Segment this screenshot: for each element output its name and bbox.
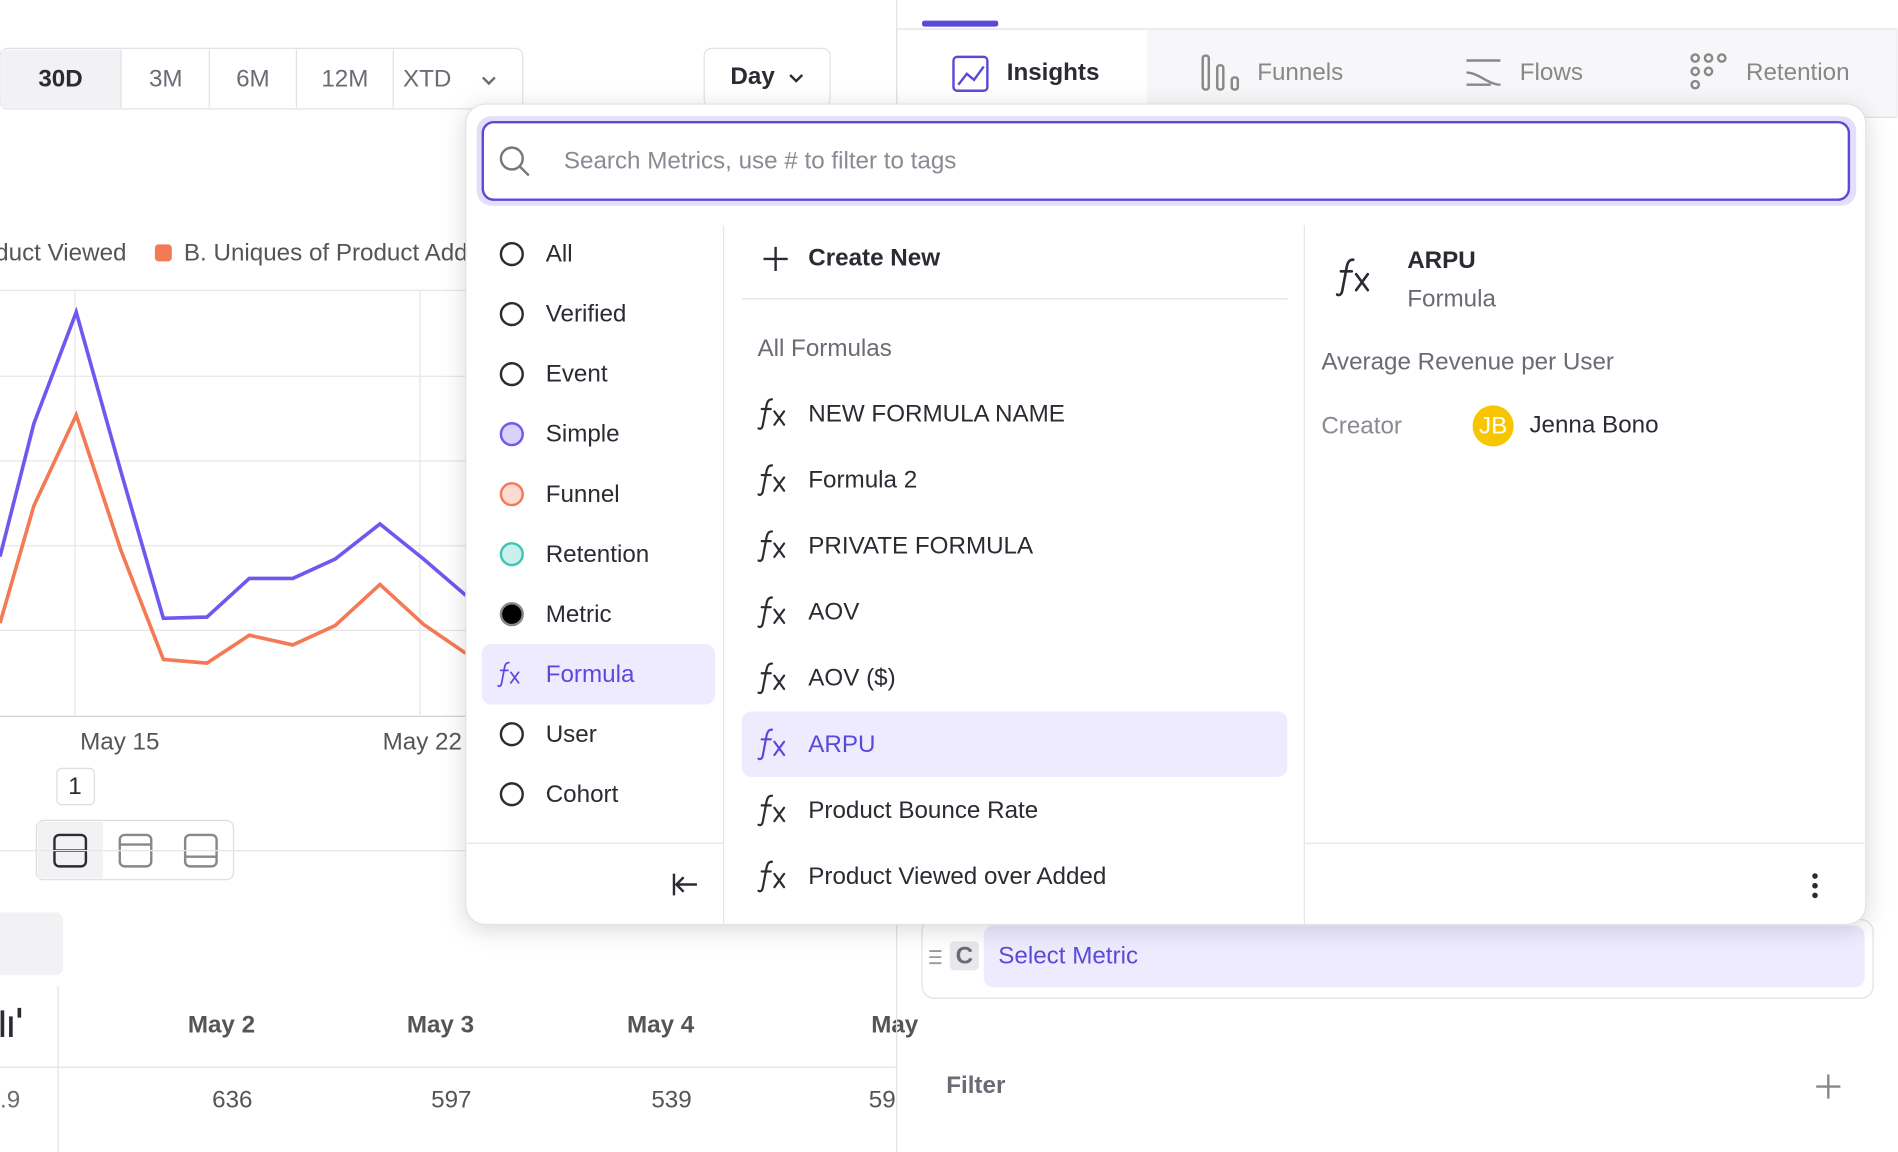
- category[interactable]: Metric: [546, 601, 612, 628]
- add-filter[interactable]: [1816, 1074, 1841, 1099]
- page-box[interactable]: [56, 767, 95, 806]
- granularity[interactable]: Day: [730, 63, 775, 90]
- search-box[interactable]: [481, 121, 1851, 201]
- range-option[interactable]: 3M: [149, 65, 183, 92]
- table-header: May: [871, 1011, 919, 1038]
- legend-item: B. Uniques of Product Add: [184, 239, 468, 266]
- category-selected: [481, 643, 716, 705]
- detail-type: Formula: [1407, 285, 1496, 312]
- metric-picker: Search Metrics, use # to filter to tags …: [465, 103, 1867, 926]
- avatar: JB: [1479, 413, 1507, 440]
- range-option[interactable]: XTD: [403, 65, 451, 92]
- line-b: [0, 410, 467, 665]
- more[interactable]: [1812, 873, 1818, 899]
- formula[interactable]: PRIVATE FORMULA: [808, 533, 1034, 560]
- formula[interactable]: AOV ($): [808, 665, 895, 692]
- creator-label: Creator: [1321, 413, 1402, 440]
- tab[interactable]: Retention: [1746, 59, 1850, 86]
- line-a: [0, 306, 468, 621]
- grid: [0, 289, 485, 717]
- detail-description: Average Revenue per User: [1321, 348, 1614, 375]
- tab[interactable]: Flows: [1520, 59, 1583, 86]
- table-header: May 2: [188, 1011, 255, 1038]
- range-option[interactable]: 6M: [236, 65, 270, 92]
- select-metric[interactable]: [983, 925, 1865, 988]
- table-header: May 3: [407, 1011, 474, 1038]
- page-number[interactable]: 1: [68, 773, 81, 800]
- range-selected: [1, 49, 122, 108]
- category[interactable]: Simple: [546, 421, 620, 448]
- category[interactable]: Cohort: [546, 781, 619, 808]
- metric-letter: C: [956, 943, 973, 970]
- category-icon: [499, 482, 524, 507]
- category[interactable]: Event: [546, 361, 608, 388]
- select-metric-label[interactable]: Select Metric: [998, 943, 1138, 970]
- legend-swatch: [154, 244, 172, 262]
- category-icon: [499, 602, 524, 627]
- chevron: [789, 74, 804, 83]
- range-option[interactable]: 12M: [321, 65, 368, 92]
- category-icon: [499, 542, 524, 567]
- right-panel: Insights Funnels Flows Retention C Select M…: [896, 0, 1898, 1152]
- active-indicator: [922, 20, 999, 27]
- formula[interactable]: Product Bounce Rate: [808, 797, 1038, 824]
- formula[interactable]: AOV: [808, 599, 860, 626]
- letter-badge: [949, 941, 979, 971]
- creator-name: Jenna Bono: [1529, 411, 1658, 438]
- left-area: Day 1 .9 30D 3M 6M 12M XTD duct Viewed B. Uniq…: [0, 47, 919, 1152]
- category-icon: [499, 362, 524, 387]
- range-option[interactable]: 30D: [38, 65, 82, 92]
- formula[interactable]: Formula 2: [808, 466, 917, 493]
- chevron: [481, 76, 496, 86]
- table-header: May 4: [627, 1011, 695, 1038]
- formula[interactable]: ARPU: [808, 731, 875, 758]
- filter-label: Filter: [946, 1072, 1006, 1099]
- sort-icon: [0, 1007, 22, 1037]
- tab[interactable]: Funnels: [1257, 59, 1343, 86]
- table-cell: 636: [212, 1086, 252, 1113]
- category-icon: [499, 422, 524, 447]
- placeholder-box: [0, 912, 63, 976]
- category[interactable]: Retention: [546, 541, 650, 568]
- create-new[interactable]: Create New: [808, 244, 940, 271]
- category-icon: [499, 782, 524, 807]
- category-icon: [499, 302, 524, 327]
- category[interactable]: Funnel: [546, 481, 620, 508]
- formula-selected: [741, 711, 1288, 777]
- table-cell: 59: [869, 1086, 896, 1113]
- category[interactable]: User: [546, 721, 597, 748]
- detail-name: ARPU: [1407, 247, 1476, 274]
- table-cell: 597: [431, 1086, 471, 1113]
- range-group: [0, 47, 524, 110]
- section-label: All Formulas: [757, 335, 891, 362]
- x-tick-label: May 15: [80, 728, 159, 755]
- category-icon: [499, 722, 524, 747]
- x-tick-label: May 22: [383, 728, 462, 755]
- collapse[interactable]: [672, 873, 697, 896]
- tab-active: [897, 30, 1148, 118]
- table-cell: 539: [651, 1086, 691, 1113]
- category[interactable]: Verified: [546, 301, 627, 328]
- category-icon: [499, 242, 524, 267]
- tab[interactable]: Insights: [1007, 59, 1100, 86]
- category[interactable]: All: [546, 241, 573, 268]
- formula[interactable]: NEW FORMULA NAME: [808, 400, 1065, 427]
- legend-item: duct Viewed: [0, 239, 127, 266]
- formula[interactable]: Product Viewed over Added: [808, 863, 1106, 890]
- search-placeholder[interactable]: Search Metrics, use # to filter to tags: [564, 148, 957, 175]
- table-cell: .9: [0, 1086, 20, 1113]
- category[interactable]: Formula: [546, 661, 635, 688]
